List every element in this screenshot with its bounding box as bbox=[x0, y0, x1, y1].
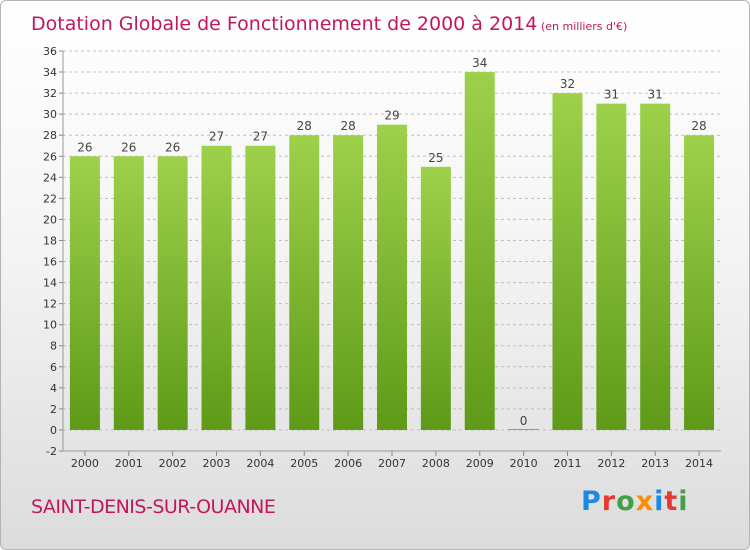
bar-value-label: 0 bbox=[520, 414, 528, 428]
x-tick-label: 2009 bbox=[466, 457, 494, 470]
bar-2014 bbox=[684, 135, 715, 430]
bar-2001 bbox=[113, 156, 144, 430]
y-tick-label: 28 bbox=[43, 129, 57, 142]
chart-title: Dotation Globale de Fonctionnement de 20… bbox=[31, 13, 537, 35]
x-tick-label: 2001 bbox=[115, 457, 143, 470]
x-tick-label: 2000 bbox=[71, 457, 99, 470]
bar-2005 bbox=[289, 135, 320, 430]
bar-value-label: 26 bbox=[77, 140, 92, 154]
x-tick-label: 2005 bbox=[290, 457, 318, 470]
y-tick-label: 4 bbox=[50, 382, 57, 395]
y-tick-label: 36 bbox=[43, 45, 57, 58]
y-tick-label: 10 bbox=[43, 319, 57, 332]
bar-value-label: 31 bbox=[604, 88, 619, 102]
x-tick-label: 2003 bbox=[203, 457, 231, 470]
bar-value-label: 25 bbox=[428, 151, 443, 165]
bar-value-label: 29 bbox=[384, 109, 399, 123]
y-tick-label: -2 bbox=[46, 445, 57, 458]
logo-letter: t bbox=[664, 486, 679, 517]
bar-value-label: 28 bbox=[691, 119, 706, 133]
bar-2007 bbox=[377, 124, 407, 430]
bar-2006 bbox=[333, 135, 364, 430]
proxiti-logo: Proxiti bbox=[581, 486, 689, 517]
y-tick-label: 26 bbox=[43, 150, 57, 163]
x-tick-label: 2002 bbox=[159, 457, 187, 470]
x-tick-label: 2011 bbox=[553, 457, 581, 470]
bar-value-label: 26 bbox=[121, 140, 136, 154]
y-tick-label: 22 bbox=[43, 192, 57, 205]
y-tick-label: 34 bbox=[43, 66, 57, 79]
y-tick-label: 6 bbox=[50, 361, 57, 374]
y-tick-label: 18 bbox=[43, 234, 57, 247]
bar-value-label: 32 bbox=[560, 77, 575, 91]
labels: -202468101214161820222426283032343626200… bbox=[43, 45, 713, 470]
bar-2002 bbox=[157, 156, 188, 430]
bar-2013 bbox=[640, 103, 671, 430]
logo-letter: i bbox=[654, 486, 665, 517]
bars bbox=[69, 72, 715, 430]
y-tick-label: 2 bbox=[50, 403, 57, 416]
bar-value-label: 26 bbox=[165, 140, 180, 154]
x-tick-label: 2008 bbox=[422, 457, 450, 470]
bar-value-label: 27 bbox=[209, 130, 224, 144]
bar-value-label: 34 bbox=[472, 56, 487, 70]
y-tick-label: 16 bbox=[43, 256, 57, 269]
x-tick-label: 2004 bbox=[246, 457, 274, 470]
x-tick-label: 2014 bbox=[685, 457, 713, 470]
logo-letter: x bbox=[635, 486, 655, 517]
bar-2003 bbox=[201, 145, 232, 430]
y-tick-label: 24 bbox=[43, 171, 57, 184]
axes bbox=[59, 50, 721, 456]
bar-2009 bbox=[464, 72, 495, 430]
bar-2004 bbox=[245, 145, 276, 430]
logo-letter: P bbox=[581, 486, 602, 517]
bar-2011 bbox=[552, 93, 583, 430]
x-tick-label: 2013 bbox=[641, 457, 669, 470]
bar-2012 bbox=[596, 103, 627, 430]
bar-value-label: 27 bbox=[253, 130, 268, 144]
x-tick-label: 2010 bbox=[510, 457, 538, 470]
commune-name: SAINT-DENIS-SUR-OUANNE bbox=[31, 496, 276, 518]
bar-value-label: 28 bbox=[340, 119, 355, 133]
y-tick-label: 20 bbox=[43, 213, 57, 226]
bar-2010 bbox=[508, 428, 539, 430]
x-tick-label: 2007 bbox=[378, 457, 406, 470]
y-tick-label: 8 bbox=[50, 340, 57, 353]
x-tick-label: 2006 bbox=[334, 457, 362, 470]
logo-letter: o bbox=[616, 486, 636, 517]
bar-value-label: 31 bbox=[648, 88, 663, 102]
y-tick-label: 12 bbox=[43, 298, 57, 311]
bar-2008 bbox=[420, 166, 451, 430]
y-tick-label: 0 bbox=[50, 424, 57, 437]
bar-value-label: 28 bbox=[297, 119, 312, 133]
logo-letter: r bbox=[601, 486, 617, 517]
y-tick-label: 14 bbox=[43, 277, 57, 290]
x-tick-label: 2012 bbox=[597, 457, 625, 470]
y-tick-label: 30 bbox=[43, 108, 57, 121]
logo-letter: i bbox=[678, 486, 689, 517]
y-tick-label: 32 bbox=[43, 87, 57, 100]
chart-subtitle: (en milliers d'€) bbox=[541, 20, 627, 33]
bar-2000 bbox=[69, 156, 100, 430]
